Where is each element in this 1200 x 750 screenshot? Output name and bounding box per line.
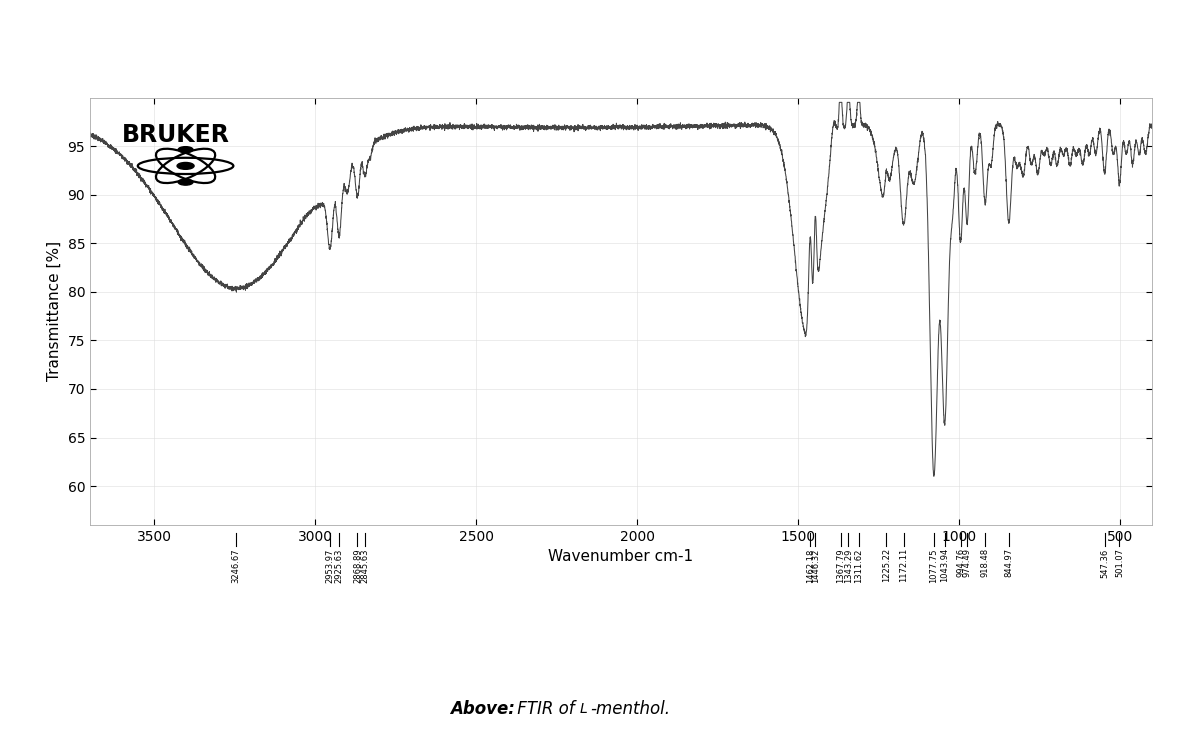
Text: 2868.89: 2868.89	[353, 548, 362, 583]
Text: 994.76: 994.76	[956, 548, 965, 578]
Text: 1172.11: 1172.11	[899, 548, 908, 583]
Text: 844.97: 844.97	[1004, 548, 1013, 578]
Text: 3246.67: 3246.67	[232, 548, 240, 583]
Text: FTIR of: FTIR of	[512, 700, 581, 718]
Text: 2845.63: 2845.63	[360, 548, 370, 583]
Text: L: L	[580, 702, 587, 715]
Text: Above:: Above:	[450, 700, 515, 718]
Text: 2925.63: 2925.63	[335, 548, 343, 583]
X-axis label: Wavenumber cm-1: Wavenumber cm-1	[548, 550, 694, 565]
Text: 974.49: 974.49	[962, 548, 972, 578]
Text: 1077.75: 1077.75	[929, 548, 938, 583]
Text: 1446.32: 1446.32	[811, 548, 820, 583]
Y-axis label: Transmittance [%]: Transmittance [%]	[47, 242, 62, 381]
Text: 918.48: 918.48	[980, 548, 990, 578]
Text: 1311.62: 1311.62	[854, 548, 863, 583]
Text: 2953.97: 2953.97	[325, 548, 335, 583]
Circle shape	[178, 163, 194, 170]
Text: BRUKER: BRUKER	[122, 123, 229, 147]
Text: 1367.79: 1367.79	[836, 548, 845, 583]
Text: -menthol.: -menthol.	[590, 700, 671, 718]
Circle shape	[178, 147, 193, 153]
Circle shape	[178, 179, 193, 185]
Text: 1225.22: 1225.22	[882, 548, 890, 583]
Text: 1343.29: 1343.29	[844, 548, 853, 583]
Text: 547.36: 547.36	[1100, 548, 1109, 578]
Text: 1043.94: 1043.94	[941, 548, 949, 583]
Text: 1462.18: 1462.18	[805, 548, 815, 583]
Text: 501.07: 501.07	[1115, 548, 1124, 578]
